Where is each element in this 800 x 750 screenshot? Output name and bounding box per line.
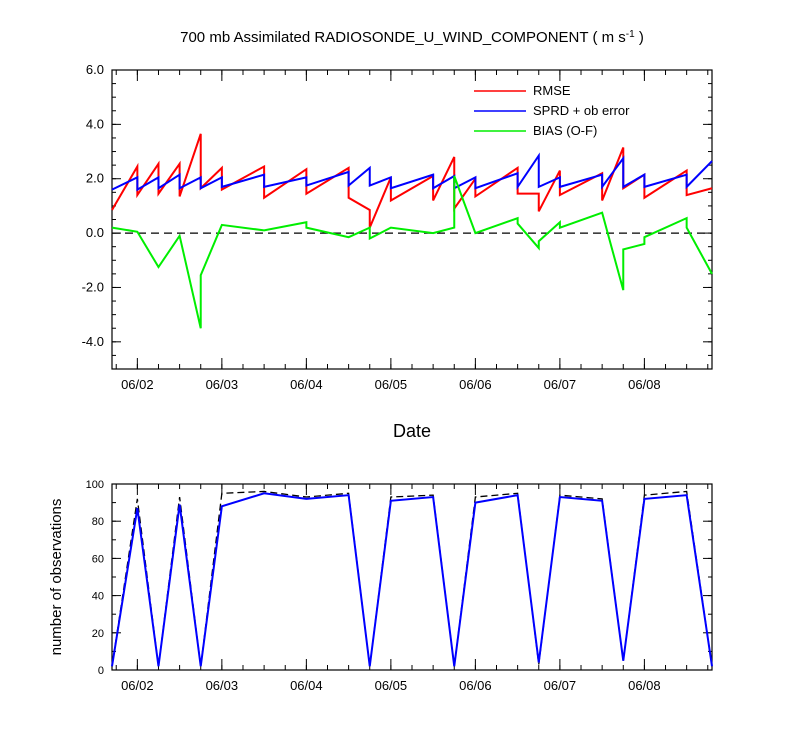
series-line-bias-o-f — [111, 175, 713, 329]
y-tick-label: 4.0 — [86, 116, 104, 131]
y-tick-label: -4.0 — [82, 334, 104, 349]
y-tick-label: 80 — [92, 516, 104, 528]
chart-title: 700 mb Assimilated RADIOSONDE_U_WIND_COM… — [180, 29, 644, 47]
series-line-rmse — [111, 133, 713, 229]
y-tick-label: 60 — [92, 553, 104, 565]
x-axis-label: Date — [393, 421, 431, 441]
series-line-possible-observations — [111, 490, 713, 667]
legend-label-sprd: SPRD + ob error — [533, 103, 630, 118]
chart-title-end: ) — [635, 29, 644, 46]
y-tick-label: 0.0 — [86, 225, 104, 240]
x-tick-label: 06/06 — [459, 377, 492, 392]
x-tick-label: 06/03 — [206, 377, 239, 392]
y-tick-label: 40 — [92, 591, 104, 603]
y-tick-label: 2.0 — [86, 171, 104, 186]
top-panel: -4.0 -2.0 0.0 2.0 4.0 6.0 06/02 06/03 06/04 06/05… — [82, 62, 713, 392]
legend-label-bias: BIAS (O-F) — [533, 123, 597, 138]
y-tick-label: 100 — [86, 479, 104, 491]
x-tick-label: 06/04 — [290, 377, 323, 392]
x-tick-label: 06/08 — [628, 678, 661, 693]
bottom-panel: 0 20 40 60 80 100 06/02 06/03 06/04 06/05 06/06 06/… — [86, 479, 713, 693]
x-tick-label: 06/05 — [375, 377, 408, 392]
legend-label-rmse: RMSE — [533, 83, 571, 98]
x-tick-label: 06/02 — [121, 377, 154, 392]
x-tick-label: 06/05 — [375, 678, 408, 693]
x-tick-label: 06/06 — [459, 678, 492, 693]
legend: RMSE SPRD + ob error BIAS (O-F) — [474, 83, 630, 138]
x-tick-label: 06/07 — [544, 678, 577, 693]
chart-title-sup: -1 — [626, 29, 635, 40]
chart-title-main: 700 mb Assimilated RADIOSONDE_U_WIND_COM… — [180, 29, 626, 46]
x-tick-label: 06/02 — [121, 678, 154, 693]
x-tick-label: 06/07 — [544, 377, 577, 392]
series-line-assimilated-observations — [111, 492, 713, 667]
x-tick-label: 06/04 — [290, 678, 323, 693]
y-axis-label-observations: number of observations — [48, 499, 65, 656]
series-line-sprd-ob-error — [111, 152, 713, 192]
y-tick-label: 0 — [98, 665, 104, 677]
x-tick-label: 06/08 — [628, 377, 661, 392]
plot-frame-1 — [111, 483, 713, 671]
y-tick-label: 20 — [92, 628, 104, 640]
x-tick-label: 06/03 — [206, 678, 239, 693]
y-tick-label: -2.0 — [82, 279, 104, 294]
y-tick-label: 6.0 — [86, 62, 104, 77]
